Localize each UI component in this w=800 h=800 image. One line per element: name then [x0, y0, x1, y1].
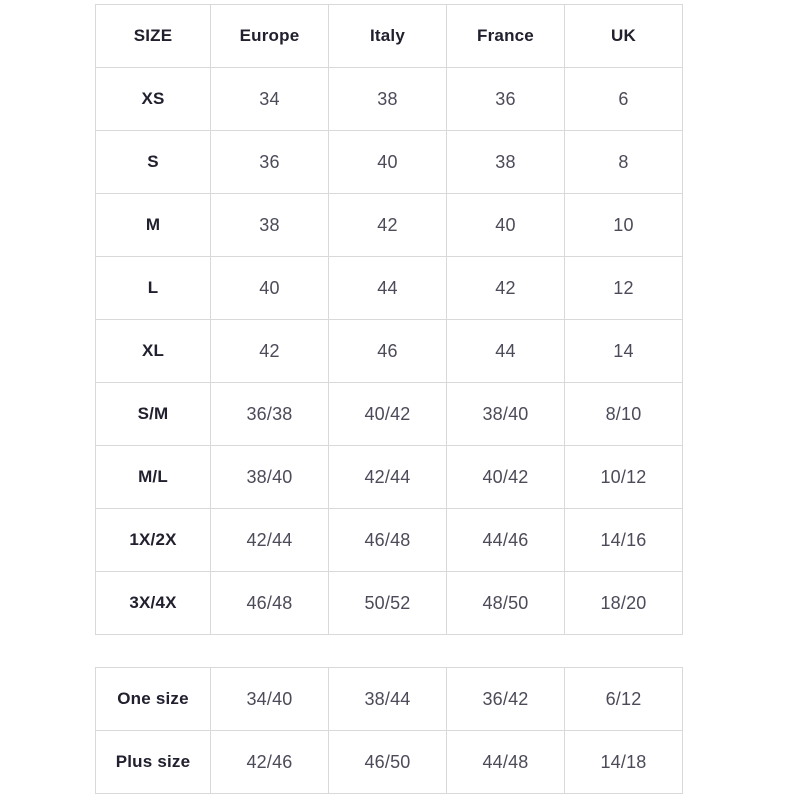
table-row: XL 42 46 44 14 — [95, 319, 683, 383]
value-cell: 42 — [210, 319, 329, 383]
table-row: M 38 42 40 10 — [95, 193, 683, 257]
value-cell: 46/48 — [328, 508, 447, 572]
value-cell: 40 — [210, 256, 329, 320]
value-cell: 38/40 — [446, 382, 565, 446]
standard-sizes-table: SIZE Europe Italy France UK XS 34 38 36 6 S 36 40 38 8… — [95, 4, 683, 635]
size-label-cell: 1X/2X — [95, 508, 211, 572]
table-row: M/L 38/40 42/44 40/42 10/12 — [95, 445, 683, 509]
value-cell: 38 — [446, 130, 565, 194]
size-column-header: SIZE — [95, 4, 211, 68]
size-label-cell: L — [95, 256, 211, 320]
value-cell: 14 — [564, 319, 683, 383]
size-label-cell: S/M — [95, 382, 211, 446]
table-row: One size 34/40 38/44 36/42 6/12 — [95, 667, 683, 731]
value-cell: 36/38 — [210, 382, 329, 446]
value-cell: 44/46 — [446, 508, 565, 572]
value-cell: 50/52 — [328, 571, 447, 635]
table-row: XS 34 38 36 6 — [95, 67, 683, 131]
region-column-header: France — [446, 4, 565, 68]
value-cell: 42/44 — [328, 445, 447, 509]
value-cell: 6/12 — [564, 667, 683, 731]
table-row: S 36 40 38 8 — [95, 130, 683, 194]
value-cell: 38/44 — [328, 667, 447, 731]
size-label-cell: XS — [95, 67, 211, 131]
value-cell: 46/50 — [328, 730, 447, 794]
size-label-cell: Plus size — [95, 730, 211, 794]
value-cell: 38 — [328, 67, 447, 131]
value-cell: 42/44 — [210, 508, 329, 572]
value-cell: 14/16 — [564, 508, 683, 572]
table-row: 3X/4X 46/48 50/52 48/50 18/20 — [95, 571, 683, 635]
value-cell: 40/42 — [328, 382, 447, 446]
size-label-cell: 3X/4X — [95, 571, 211, 635]
region-column-header: Europe — [210, 4, 329, 68]
table-body: One size 34/40 38/44 36/42 6/12 Plus size 42/4… — [95, 667, 683, 794]
value-cell: 34 — [210, 67, 329, 131]
region-column-header: UK — [564, 4, 683, 68]
value-cell: 38/40 — [210, 445, 329, 509]
value-cell: 36/42 — [446, 667, 565, 731]
value-cell: 34/40 — [210, 667, 329, 731]
value-cell: 38 — [210, 193, 329, 257]
value-cell: 10 — [564, 193, 683, 257]
value-cell: 36 — [446, 67, 565, 131]
value-cell: 46/48 — [210, 571, 329, 635]
value-cell: 12 — [564, 256, 683, 320]
value-cell: 40 — [446, 193, 565, 257]
value-cell: 40 — [328, 130, 447, 194]
size-label-cell: M — [95, 193, 211, 257]
special-sizes-table: One size 34/40 38/44 36/42 6/12 Plus size 42/4… — [95, 667, 683, 794]
size-label-cell: M/L — [95, 445, 211, 509]
value-cell: 18/20 — [564, 571, 683, 635]
table-row: S/M 36/38 40/42 38/40 8/10 — [95, 382, 683, 446]
size-label-cell: XL — [95, 319, 211, 383]
value-cell: 8/10 — [564, 382, 683, 446]
value-cell: 46 — [328, 319, 447, 383]
value-cell: 44 — [446, 319, 565, 383]
value-cell: 40/42 — [446, 445, 565, 509]
size-label-cell: One size — [95, 667, 211, 731]
table-row: 1X/2X 42/44 46/48 44/46 14/16 — [95, 508, 683, 572]
table-body: XS 34 38 36 6 S 36 40 38 8 M 38 42 40 10 L 40 44 42 12 XL 42 4… — [95, 67, 683, 635]
region-column-header: Italy — [328, 4, 447, 68]
value-cell: 42 — [328, 193, 447, 257]
size-label-cell: S — [95, 130, 211, 194]
value-cell: 48/50 — [446, 571, 565, 635]
table-row: L 40 44 42 12 — [95, 256, 683, 320]
value-cell: 10/12 — [564, 445, 683, 509]
value-cell: 6 — [564, 67, 683, 131]
value-cell: 42/46 — [210, 730, 329, 794]
value-cell: 36 — [210, 130, 329, 194]
value-cell: 14/18 — [564, 730, 683, 794]
value-cell: 42 — [446, 256, 565, 320]
value-cell: 44/48 — [446, 730, 565, 794]
value-cell: 8 — [564, 130, 683, 194]
value-cell: 44 — [328, 256, 447, 320]
header-row: SIZE Europe Italy France UK — [95, 4, 683, 68]
table-row: Plus size 42/46 46/50 44/48 14/18 — [95, 730, 683, 794]
